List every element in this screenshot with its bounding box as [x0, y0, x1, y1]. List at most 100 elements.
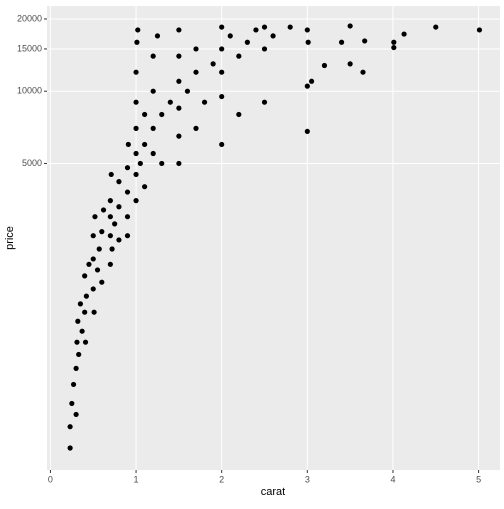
point — [134, 39, 140, 45]
point — [391, 44, 397, 51]
point — [391, 39, 397, 45]
point — [137, 160, 143, 167]
point — [67, 445, 73, 451]
point — [99, 229, 105, 235]
point — [82, 309, 88, 315]
point — [142, 184, 148, 190]
point — [150, 53, 156, 59]
point — [73, 411, 79, 418]
point — [309, 78, 315, 84]
point — [133, 69, 139, 75]
point — [133, 125, 139, 131]
x-tick-label: 0 — [48, 474, 53, 484]
point — [176, 53, 182, 59]
point — [193, 69, 199, 75]
point — [150, 125, 156, 131]
point — [74, 339, 80, 345]
point — [124, 214, 131, 220]
point — [184, 88, 191, 94]
point — [227, 33, 233, 39]
x-tick-label: 3 — [305, 474, 310, 484]
point — [86, 261, 92, 267]
y-axis-label: price — [4, 226, 16, 250]
point — [133, 198, 139, 204]
point — [159, 160, 165, 167]
point — [401, 31, 407, 37]
point — [193, 46, 199, 52]
point — [92, 214, 98, 220]
point — [321, 62, 328, 69]
point — [219, 24, 225, 30]
point — [90, 286, 96, 292]
point — [193, 125, 199, 131]
point — [219, 141, 225, 148]
point — [261, 46, 268, 52]
point — [76, 351, 82, 358]
point — [90, 256, 96, 262]
point — [124, 165, 131, 171]
point — [304, 128, 310, 135]
point — [219, 46, 225, 52]
point — [150, 88, 156, 94]
point — [77, 301, 83, 307]
x-tick-label: 1 — [134, 474, 139, 484]
point — [109, 246, 115, 252]
y-tick-label: 20000 — [17, 13, 42, 23]
point — [338, 39, 345, 45]
point — [133, 171, 139, 178]
point — [70, 381, 77, 388]
point — [75, 318, 81, 324]
point — [176, 78, 182, 84]
point — [112, 221, 118, 227]
point — [100, 207, 107, 213]
x-axis-label: carat — [261, 486, 285, 498]
point — [94, 267, 101, 273]
point — [73, 365, 79, 371]
point — [107, 261, 113, 267]
point — [261, 24, 268, 30]
point — [253, 27, 259, 33]
point — [96, 246, 102, 252]
x-tick-label: 5 — [476, 474, 481, 484]
point — [133, 150, 139, 157]
point — [116, 204, 122, 210]
point — [219, 93, 225, 100]
point — [67, 424, 73, 430]
point — [236, 53, 242, 59]
point — [270, 33, 276, 39]
point — [142, 141, 148, 148]
x-tick-label: 2 — [219, 474, 224, 484]
point — [107, 233, 113, 239]
panel — [47, 6, 500, 470]
y-tick-label: 5000 — [22, 158, 42, 168]
point — [99, 279, 105, 285]
point — [304, 83, 310, 89]
point — [116, 237, 122, 243]
point — [82, 339, 89, 345]
y-tick-label: 10000 — [17, 86, 42, 96]
point — [261, 99, 268, 105]
point — [135, 27, 141, 33]
point — [304, 27, 310, 33]
point — [167, 99, 173, 105]
y-tick-label: 15000 — [17, 43, 42, 53]
point — [305, 39, 311, 45]
point — [124, 233, 131, 239]
point — [176, 133, 182, 139]
point — [79, 328, 85, 334]
point — [287, 24, 293, 30]
point — [90, 233, 96, 239]
point — [362, 38, 368, 44]
point — [150, 150, 156, 157]
point — [108, 171, 114, 178]
point — [347, 61, 353, 67]
point — [360, 69, 366, 75]
point — [154, 33, 161, 39]
point — [433, 24, 439, 30]
point — [116, 179, 122, 185]
point — [142, 111, 148, 118]
point — [82, 273, 88, 279]
point — [201, 99, 208, 105]
point — [347, 23, 353, 29]
